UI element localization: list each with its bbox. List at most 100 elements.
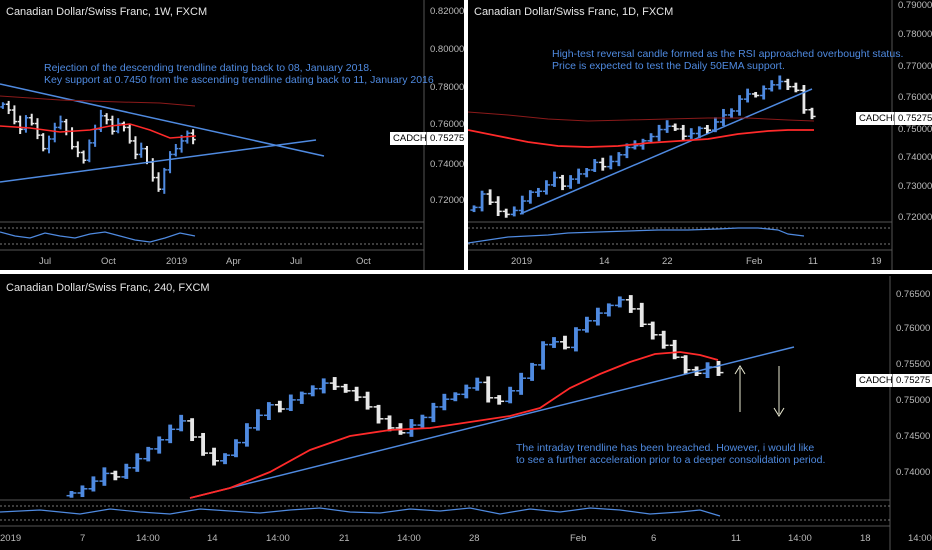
weekly-ascending-trendline	[0, 139, 317, 183]
h4-ohlc-bar	[340, 383, 351, 393]
h4-ema-line	[189, 351, 719, 499]
h4-ohlc-bar	[669, 339, 680, 360]
h4-ohlc-bar	[494, 395, 505, 405]
h4-ohlc-bar	[450, 392, 461, 402]
daily-y-tick-6: 0.73000	[898, 181, 932, 192]
h4-ascending-trendline	[189, 346, 795, 499]
h4-ohlc-bar	[187, 418, 198, 442]
h4-rsi-line	[0, 507, 721, 517]
daily-ohlc-bar	[808, 107, 816, 120]
h4-x-tick-0: 2019	[0, 533, 22, 544]
daily-rsi-line	[468, 227, 805, 244]
h4-ohlc-bar	[592, 307, 603, 326]
h4-x-tick-4: 14:00	[266, 533, 290, 544]
daily-ohlc-bar	[550, 171, 559, 187]
h4-ohlc-bar	[209, 447, 219, 466]
daily-ohlc-bar	[663, 120, 671, 133]
weekly-ohlc-bar	[86, 139, 92, 163]
h4-ohlc-bar	[516, 372, 527, 395]
daily-ohlc-bar	[478, 190, 486, 212]
daily-y-tick-1: 0.78000	[898, 29, 932, 40]
h4-ohlc-bar	[110, 470, 121, 481]
daily-ohlc-bar	[534, 187, 543, 197]
weekly-x-tick-4: Jul	[290, 256, 303, 267]
weekly-ohlc-bar	[167, 151, 173, 174]
weekly-ohlc-bar	[0, 102, 6, 109]
daily-y-tick-0: 0.79000	[898, 0, 932, 11]
h4-annotation: The intraday trendline has been breached…	[516, 442, 826, 466]
daily-y-tick-2: 0.77000	[898, 61, 932, 72]
weekly-ohlc-bar	[17, 115, 23, 135]
weekly-price-tag: 0.75275	[426, 132, 464, 145]
h4-ohlc-bar	[252, 409, 263, 431]
daily-ohlc-bar	[558, 174, 567, 191]
daily-ohlc-bar	[752, 91, 760, 98]
h4-ohlc-bar	[263, 402, 274, 421]
h4-price-tag: 0.75275	[892, 374, 932, 387]
h4-panel: Canadian Dollar/Swiss Franc, 240, FXCM T…	[0, 276, 932, 550]
daily-ohlc-bar	[526, 190, 534, 204]
weekly-ohlc-bar	[11, 105, 18, 125]
daily-ema-line	[468, 111, 815, 122]
h4-ohlc-bar	[417, 414, 428, 428]
h4-ohlc-bar	[296, 391, 307, 404]
daily-x-tick-5: 19	[871, 256, 882, 267]
h4-ohlc-bar	[154, 436, 165, 454]
weekly-ohlc-bar	[29, 113, 35, 126]
h4-y-tick-4: 0.74500	[896, 431, 931, 442]
weekly-symbol-tag: CADCHF	[390, 132, 436, 145]
h4-ohlc-bar	[329, 377, 340, 390]
h4-ohlc-bar	[527, 362, 538, 381]
weekly-y-tick-2: 0.78000	[430, 82, 464, 93]
h4-ohlc-bar	[428, 402, 439, 423]
down-arrow-icon	[773, 366, 785, 417]
daily-50ema-line	[468, 129, 814, 148]
h4-x-tick-10: 11	[731, 533, 741, 544]
daily-ohlc-bar	[679, 124, 687, 141]
h4-x-tick-1: 7	[80, 533, 86, 544]
weekly-ohlc-bar	[144, 145, 150, 165]
h4-ohlc-bar	[406, 419, 417, 437]
weekly-rsi-line	[0, 231, 196, 243]
h4-ohlc-bar	[680, 355, 691, 374]
h4-ohlc-bar	[99, 467, 110, 486]
h4-ohlc-bar	[713, 360, 724, 376]
daily-ohlc-bar	[719, 108, 728, 126]
h4-ohlc-bar	[461, 384, 472, 399]
daily-x-tick-2: 22	[662, 256, 673, 267]
h4-x-tick-7: 28	[469, 533, 480, 544]
daily-y-tick-5: 0.74000	[898, 152, 932, 163]
weekly-x-tick-3: Apr	[226, 256, 241, 267]
daily-ascending-trendline	[519, 88, 813, 215]
h4-chart-svg	[0, 276, 891, 550]
weekly-chart-svg	[0, 0, 425, 270]
daily-x-tick-3: Feb	[746, 256, 763, 267]
daily-ohlc-bar	[583, 167, 591, 178]
h4-x-tick-9: 6	[651, 533, 657, 544]
weekly-dark-ma-line	[0, 95, 196, 107]
daily-ohlc-bar	[743, 88, 752, 103]
h4-x-tick-12: 18	[860, 533, 871, 544]
daily-title: Canadian Dollar/Swiss Franc, 1D, FXCM	[474, 6, 674, 18]
weekly-ohlc-bar	[173, 143, 179, 157]
h4-x-tick-5: 21	[339, 533, 350, 544]
h4-ohlc-bar	[373, 404, 384, 424]
daily-annotation: High-test reversal candle formed as the …	[552, 48, 904, 72]
daily-ohlc-bar	[615, 152, 623, 167]
weekly-ema-line	[0, 123, 197, 139]
h4-ohlc-bar	[66, 490, 77, 498]
daily-y-tick-3: 0.76000	[898, 92, 932, 103]
daily-ohlc-bar	[671, 123, 679, 131]
daily-ohlc-bar	[687, 128, 695, 139]
daily-x-tick-1: 14	[599, 256, 610, 267]
h4-ohlc-bar	[274, 400, 285, 413]
h4-x-tick-8: Feb	[570, 533, 587, 544]
h4-ohlc-bar	[614, 296, 625, 308]
horizontal-divider	[0, 270, 932, 274]
weekly-ohlc-bar	[80, 150, 87, 164]
h4-ohlc-bar	[176, 414, 187, 432]
h4-ohlc-bar	[483, 376, 494, 403]
h4-ohlc-bar	[636, 302, 647, 327]
h4-ohlc-bar	[77, 485, 88, 498]
h4-y-tick-0: 0.76500	[896, 289, 931, 300]
